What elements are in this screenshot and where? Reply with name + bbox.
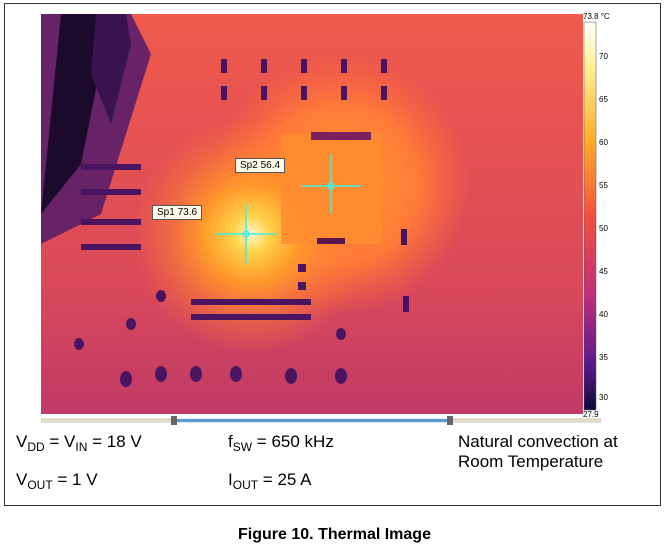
- vdd-condition: VDD = VIN = 18 V: [16, 432, 142, 454]
- color-scale-bar: [583, 21, 597, 411]
- iout-condition: IOUT = 25 A: [228, 470, 312, 492]
- vout-condition: VOUT = 1 V: [16, 470, 98, 492]
- natural-convection-note: Natural convection at Room Temperature: [458, 432, 618, 471]
- thermal-image: [41, 14, 583, 414]
- scale-tick: 70: [599, 52, 608, 61]
- scale-tick: 50: [599, 224, 608, 233]
- scale-max-label: 73.8 °C: [583, 12, 610, 21]
- figure-caption: Figure 10. Thermal Image: [238, 526, 431, 543]
- scale-tick: 65: [599, 95, 608, 104]
- scale-tick: 55: [599, 181, 608, 190]
- temperature-scale: 73.8 °C 70 65 60 55 50 45 40 35 30 27.9: [583, 12, 635, 419]
- scale-tick: 60: [599, 138, 608, 147]
- scale-tick: 45: [599, 267, 608, 276]
- spot-2-label: Sp2 56.4: [235, 158, 286, 173]
- scale-tick: 35: [599, 353, 608, 362]
- fsw-condition: fSW = 650 kHz: [228, 432, 334, 454]
- timeline-slider[interactable]: [41, 416, 601, 426]
- scale-min-label: 27.9: [583, 410, 599, 419]
- timeline-start-handle: [171, 416, 177, 425]
- timeline-end-handle: [447, 416, 453, 425]
- scale-tick: 40: [599, 310, 608, 319]
- scale-tick: 30: [599, 393, 608, 402]
- spot-1-label: Sp1 73.6: [152, 205, 203, 220]
- figure-frame: Sp1 73.6 Sp2 56.4 73.8 °C 70 65 60 55 50: [4, 3, 661, 506]
